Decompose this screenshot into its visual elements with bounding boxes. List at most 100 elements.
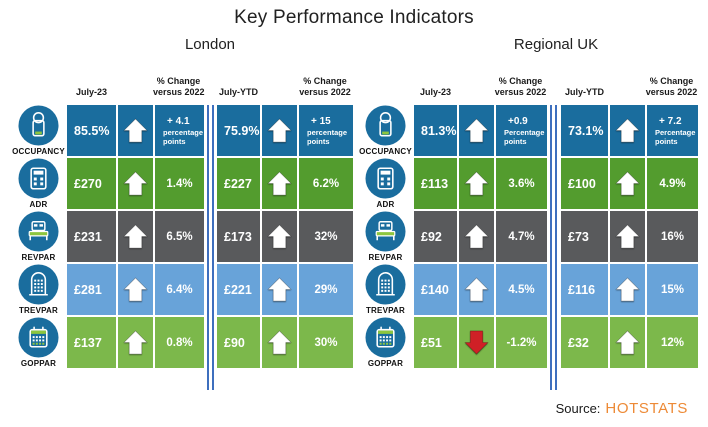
regional-jul23-trevpar-change: 4.5% — [494, 264, 547, 315]
arrow-up-icon — [463, 117, 490, 144]
london-jul23-revpar-change: 6.5% — [153, 211, 204, 262]
arrow-up-icon — [614, 170, 641, 197]
calendar-icon — [365, 317, 406, 358]
change-header-line1: % Change — [156, 75, 201, 86]
arrow-up-icon — [614, 329, 641, 356]
hotel-building-icon — [365, 264, 406, 305]
regional-ytd-trevpar-arrow — [608, 264, 645, 315]
arrow-up-icon — [614, 276, 641, 303]
london-jul23-adr-arrow — [116, 158, 153, 209]
arrow-up-icon — [122, 276, 149, 303]
regional-ytd-revpar-change: 16% — [645, 211, 698, 262]
london-ytd-adr-change: 6.2% — [297, 158, 353, 209]
calculator-icon — [18, 158, 59, 199]
regional-jul23-goppar-change: -1.2% — [494, 317, 547, 368]
metric-occupancy: OCCUPANCY — [10, 105, 67, 156]
arrow-up-icon — [122, 170, 149, 197]
metric-label: OCCUPANCY — [12, 147, 65, 156]
london-jul23-adr-change: 1.4% — [153, 158, 204, 209]
door-hanger-icon — [365, 105, 406, 146]
calendar-icon — [18, 317, 59, 358]
metric-occupancy: OCCUPANCY — [357, 105, 414, 156]
arrow-down-icon — [463, 329, 490, 356]
regional-jul23-revpar-arrow — [457, 211, 494, 262]
column-header-change: % Change versus 2022 — [153, 75, 205, 104]
arrow-up-icon — [266, 276, 293, 303]
regional-ytd-occupancy-value: 73.1% — [561, 105, 608, 156]
arrow-up-icon — [122, 117, 149, 144]
arrow-up-icon — [122, 329, 149, 356]
regional-ytd-adr-change: 4.9% — [645, 158, 698, 209]
regional-jul23-occupancy-change: +0.9 Percentage points — [494, 105, 547, 156]
metric-revpar: REVPAR — [357, 211, 414, 262]
regional-ytd-adr-arrow — [608, 158, 645, 209]
regional-ytd-trevpar-value: £116 — [561, 264, 608, 315]
change-header-line1: % Change — [498, 75, 543, 86]
metric-label: GOPPAR — [20, 359, 57, 368]
arrow-up-icon — [463, 276, 490, 303]
change-header-line1: % Change — [649, 75, 694, 86]
region-regional-uk: Regional UK July-23 % Change versus 2022 … — [357, 36, 698, 390]
london-ytd-occupancy-change: + 15 percentage points — [297, 105, 353, 156]
london-jul23-goppar-value: £137 — [67, 317, 116, 368]
regional-kpi-table: July-23 % Change versus 2022 July-YTD % C… — [357, 58, 698, 390]
region-london: London July-23 % Change versus 2022 July-… — [10, 36, 353, 390]
metric-label: TREVPAR — [18, 306, 59, 315]
calculator-icon — [365, 158, 406, 199]
regional-ytd-occupancy-arrow — [608, 105, 645, 156]
regional-ytd-revpar-value: £73 — [561, 211, 608, 262]
metric-label: TREVPAR — [365, 306, 406, 315]
metric-label: REVPAR — [368, 253, 403, 262]
regional-jul23-adr-arrow — [457, 158, 494, 209]
column-header-change: % Change versus 2022 — [297, 76, 353, 104]
regional-ytd-goppar-change: 12% — [645, 317, 698, 368]
metric-trevpar: TREVPAR — [10, 264, 67, 315]
regional-jul23-trevpar-value: £140 — [414, 264, 457, 315]
london-ytd-revpar-change: 32% — [297, 211, 353, 262]
london-ytd-adr-value: £227 — [217, 158, 260, 209]
regional-ytd-revpar-arrow — [608, 211, 645, 262]
london-jul23-revpar-arrow — [116, 211, 153, 262]
column-header-change: % Change versus 2022 — [645, 76, 698, 104]
bed-icon — [18, 211, 59, 252]
arrow-up-icon — [122, 223, 149, 250]
hotstats-brand: HOTSTATS — [605, 400, 688, 417]
london-jul23-trevpar-value: £281 — [67, 264, 116, 315]
arrow-up-icon — [266, 223, 293, 250]
metric-label: ADR — [376, 200, 395, 209]
arrow-up-icon — [463, 223, 490, 250]
london-ytd-occupancy-value: 75.9% — [217, 105, 260, 156]
regional-jul23-trevpar-arrow — [457, 264, 494, 315]
metric-goppar: GOPPAR — [357, 317, 414, 368]
bed-icon — [365, 211, 406, 252]
arrow-up-icon — [266, 117, 293, 144]
london-ytd-trevpar-value: £221 — [217, 264, 260, 315]
london-ytd-goppar-change: 30% — [297, 317, 353, 368]
column-header-period: July-23 — [419, 86, 452, 97]
london-ytd-occupancy-arrow — [260, 105, 297, 156]
london-ytd-goppar-arrow — [260, 317, 297, 368]
region-title: Regional UK — [513, 36, 599, 53]
regional-jul23-adr-change: 3.6% — [494, 158, 547, 209]
arrow-up-icon — [463, 170, 490, 197]
hotel-building-icon — [18, 264, 59, 305]
column-header-period: July-YTD — [218, 86, 258, 97]
regional-jul23-occupancy-value: 81.3% — [414, 105, 457, 156]
regional-ytd-adr-value: £100 — [561, 158, 608, 209]
london-ytd-trevpar-change: 29% — [297, 264, 353, 315]
metric-revpar: REVPAR — [10, 211, 67, 262]
door-hanger-icon — [18, 105, 59, 146]
regional-ytd-goppar-value: £32 — [561, 317, 608, 368]
column-header-period: July-YTD — [564, 86, 604, 97]
metric-goppar: GOPPAR — [10, 317, 67, 368]
metric-adr: ADR — [357, 158, 414, 209]
regional-ytd-occupancy-change: + 7.2 Percentage points — [645, 105, 698, 156]
london-ytd-revpar-arrow — [260, 211, 297, 262]
change-header-line2: versus 2022 — [153, 86, 205, 97]
metric-trevpar: TREVPAR — [357, 264, 414, 315]
regional-jul23-revpar-change: 4.7% — [494, 211, 547, 262]
source-attribution: Source: HOTSTATS — [556, 400, 688, 417]
metric-label: ADR — [29, 200, 48, 209]
london-ytd-trevpar-arrow — [260, 264, 297, 315]
change-header-line2: versus 2022 — [494, 86, 547, 97]
